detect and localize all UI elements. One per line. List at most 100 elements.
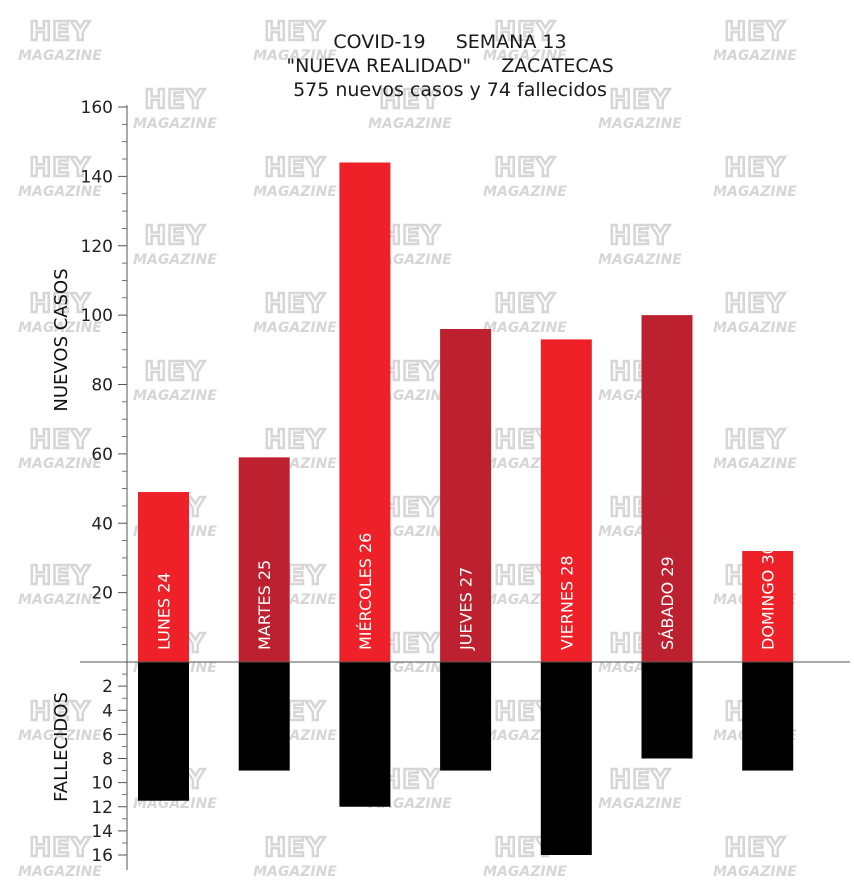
bar-cases-6 [641, 315, 693, 662]
chart-title-line-3: 575 nuevos casos y 74 fallecidos [293, 79, 607, 101]
y-axis-label-bottom: FALLECIDOS [51, 692, 72, 802]
watermark-main-text: HEY [379, 85, 441, 115]
watermark-sub-text: MAGAZINE [713, 184, 797, 200]
watermark-sub-text: MAGAZINE [598, 252, 682, 268]
bar-cases-7 [742, 551, 794, 662]
bar-label-2: MARTES 25 [255, 560, 274, 650]
watermark-main-text: HEY [264, 289, 326, 319]
watermark-sub-text: MAGAZINE [713, 864, 797, 879]
y-tick-label-top: 140 [81, 167, 113, 187]
watermark-sub-text: MAGAZINE [483, 864, 567, 879]
watermark-main-text: HEY [724, 153, 786, 183]
bar-deaths-6 [641, 662, 693, 759]
bar-cases-3 [339, 162, 391, 662]
bar-deaths-3 [339, 662, 391, 807]
watermark-sub-text: MAGAZINE [598, 116, 682, 132]
y-tick-label-top: 80 [91, 376, 113, 396]
bar-deaths-1 [138, 662, 189, 801]
bar-cases-4 [440, 329, 492, 662]
axes-layer: 20 40 60 80 100 120 140 160 2 4 6 8 10 12 14 16 [80, 98, 850, 870]
watermark-main-text: HEY [494, 289, 556, 319]
bar-deaths-5 [540, 662, 592, 855]
watermark-sub-text: MAGAZINE [253, 864, 337, 879]
bar-label-7: DOMINGO 30 [759, 544, 778, 650]
y-tick-label-top: 20 [91, 584, 113, 604]
watermark-sub-text: MAGAZINE [253, 184, 337, 200]
watermark-sub-text: MAGAZINE [18, 320, 102, 336]
watermark-sub-text: MAGAZINE [483, 320, 567, 336]
watermark-sub-text: MAGAZINE [713, 48, 797, 64]
y-tick-label-top: 160 [81, 98, 113, 118]
watermark-sub-text: MAGAZINE [713, 456, 797, 472]
bar-label-3: MIÉRCOLES 26 [356, 533, 375, 650]
watermark-sub-text: MAGAZINE [133, 116, 217, 132]
watermark-sub-text: MAGAZINE [18, 184, 102, 200]
y-tick-label-top: 60 [91, 445, 113, 465]
watermark-sub-text: MAGAZINE [133, 388, 217, 404]
watermark-main-text: HEY [264, 17, 326, 47]
watermark-sub-text: MAGAZINE [18, 456, 102, 472]
watermark-sub-text: MAGAZINE [18, 592, 102, 608]
watermark-main-text: HEY [724, 833, 786, 863]
watermark-main-text: HEY [144, 85, 206, 115]
watermark-sub-text: MAGAZINE [133, 252, 217, 268]
watermark-main-text: HEY [29, 153, 91, 183]
bar-label-1: LUNES 24 [155, 572, 174, 650]
y-tick-label-top: 100 [81, 306, 113, 326]
watermark-main-text: HEY [144, 221, 206, 251]
y-tick-label-bottom: 12 [91, 798, 113, 818]
watermark-main-text: HEY [29, 833, 91, 863]
chart-title-line-2: "NUEVA REALIDAD" ZACATECAS [286, 55, 613, 77]
y-tick-label-top: 40 [91, 514, 113, 534]
bar-deaths-4 [440, 662, 492, 771]
watermark-sub-text: MAGAZINE [598, 796, 682, 812]
bar-label-5: VIERNES 28 [557, 555, 576, 650]
watermark-sub-text: MAGAZINE [483, 48, 567, 64]
bar-deaths-2 [238, 662, 290, 771]
bars-layer: LUNES 24 MARTES 25 MIÉRCOLES 26 JUEVES 27 VI… [138, 162, 794, 855]
bar-cases-5 [540, 339, 592, 662]
y-tick-label-bottom: 6 [102, 725, 113, 745]
watermark-main-text: HEY [29, 425, 91, 455]
watermark-main-text: HEY [144, 357, 206, 387]
watermark-main-text: HEY [264, 833, 326, 863]
watermark-main-text: HEY [29, 17, 91, 47]
y-tick-label-bottom: 14 [91, 822, 113, 842]
watermark-main-text: HEY [29, 289, 91, 319]
watermark-main-text: HEY [724, 289, 786, 319]
watermark-main-text: HEY [609, 85, 671, 115]
y-tick-label-bottom: 2 [102, 677, 113, 697]
watermark-main-text: HEY [494, 17, 556, 47]
y-tick-label-bottom: 10 [91, 774, 113, 794]
watermark-main-text: HEY [29, 561, 91, 591]
watermark-main-text: HEY [264, 425, 326, 455]
bar-cases-2 [238, 457, 290, 662]
watermark-main-text: HEY [609, 221, 671, 251]
y-tick-label-bottom: 4 [102, 701, 113, 721]
bar-cases-1 [138, 492, 189, 662]
y-axis-label-top: NUEVOS CASOS [51, 268, 72, 411]
watermark-main-text: HEY [264, 153, 326, 183]
watermark-sub-text: MAGAZINE [18, 728, 102, 744]
y-tick-label-top: 120 [81, 237, 113, 257]
